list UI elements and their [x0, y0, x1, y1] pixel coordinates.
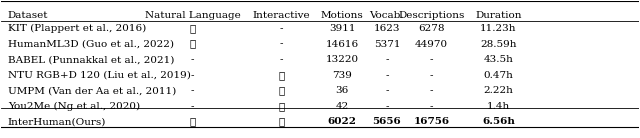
Text: -: -: [385, 71, 388, 80]
Text: -: -: [430, 71, 433, 80]
Text: 43.5h: 43.5h: [483, 55, 513, 64]
Text: 42: 42: [335, 102, 349, 111]
Text: -: -: [191, 71, 195, 80]
Text: -: -: [430, 86, 433, 95]
Text: HumanML3D (Guo et al., 2022): HumanML3D (Guo et al., 2022): [8, 40, 174, 49]
Text: 16756: 16756: [413, 117, 449, 126]
Text: 0.47h: 0.47h: [483, 71, 513, 80]
Text: -: -: [191, 86, 195, 95]
Text: -: -: [191, 102, 195, 111]
Text: Descriptions: Descriptions: [398, 11, 465, 20]
Text: -: -: [280, 40, 284, 49]
Text: BABEL (Punnakkal et al., 2021): BABEL (Punnakkal et al., 2021): [8, 55, 174, 64]
Text: -: -: [385, 102, 388, 111]
Text: 13220: 13220: [326, 55, 359, 64]
Text: ✓: ✓: [278, 71, 285, 80]
Text: ✓: ✓: [189, 117, 196, 126]
Text: 1623: 1623: [374, 24, 400, 33]
Text: Duration: Duration: [475, 11, 522, 20]
Text: Vocab.: Vocab.: [369, 11, 404, 20]
Text: -: -: [430, 102, 433, 111]
Text: Dataset: Dataset: [8, 11, 48, 20]
Text: Interactive: Interactive: [253, 11, 310, 20]
Text: NTU RGB+D 120 (Liu et al., 2019): NTU RGB+D 120 (Liu et al., 2019): [8, 71, 191, 80]
Text: 11.23h: 11.23h: [480, 24, 516, 33]
Text: -: -: [280, 55, 284, 64]
Text: ✓: ✓: [278, 117, 285, 126]
Text: 3911: 3911: [329, 24, 356, 33]
Text: You2Me (Ng et al., 2020): You2Me (Ng et al., 2020): [8, 102, 140, 111]
Text: -: -: [385, 86, 388, 95]
Text: -: -: [280, 24, 284, 33]
Text: 28.59h: 28.59h: [480, 40, 516, 49]
Text: 36: 36: [335, 86, 349, 95]
Text: 6022: 6022: [328, 117, 357, 126]
Text: -: -: [430, 55, 433, 64]
Text: ✓: ✓: [278, 102, 285, 111]
Text: Natural Language: Natural Language: [145, 11, 241, 20]
Text: KIT (Plappert et al., 2016): KIT (Plappert et al., 2016): [8, 24, 146, 33]
Text: 1.4h: 1.4h: [487, 102, 510, 111]
Text: 14616: 14616: [326, 40, 359, 49]
Text: 6278: 6278: [419, 24, 445, 33]
Text: 5371: 5371: [374, 40, 400, 49]
Text: ✓: ✓: [189, 24, 196, 33]
Text: ✓: ✓: [278, 86, 285, 95]
Text: UMPM (Van der Aa et al., 2011): UMPM (Van der Aa et al., 2011): [8, 86, 176, 95]
Text: InterHuman(Ours): InterHuman(Ours): [8, 117, 106, 126]
Text: 2.22h: 2.22h: [483, 86, 513, 95]
Text: 739: 739: [332, 71, 352, 80]
Text: 5656: 5656: [372, 117, 401, 126]
Text: -: -: [191, 55, 195, 64]
Text: -: -: [385, 55, 388, 64]
Text: 6.56h: 6.56h: [482, 117, 515, 126]
Text: Motions: Motions: [321, 11, 364, 20]
Text: ✓: ✓: [189, 40, 196, 49]
Text: 44970: 44970: [415, 40, 448, 49]
